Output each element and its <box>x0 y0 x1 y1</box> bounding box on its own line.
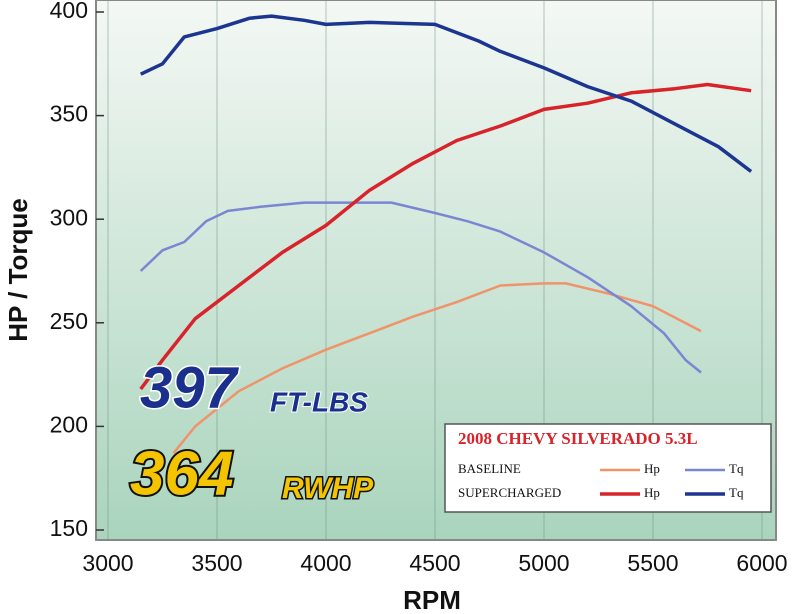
legend-box <box>444 423 772 513</box>
y-axis-title: HP / Torque <box>3 198 33 342</box>
y-tick-label: 250 <box>50 308 88 334</box>
series-line <box>139 201 702 374</box>
annotation-unit: FT-LBS <box>270 386 368 417</box>
lines <box>139 14 753 455</box>
x-tick-label: 5500 <box>627 550 678 576</box>
y-tick-label: 350 <box>50 101 88 127</box>
x-tick-label: 3000 <box>82 550 133 576</box>
y-tick-label: 200 <box>50 411 88 437</box>
x-tick-label: 4000 <box>300 550 351 576</box>
series-line <box>172 282 702 455</box>
legend-label: Tq <box>729 461 744 476</box>
y-tick-label: 150 <box>50 515 88 541</box>
legend-group-label: BASELINE <box>458 461 521 476</box>
x-tick-label: 6000 <box>736 550 787 576</box>
legend-label: Hp <box>644 485 660 500</box>
legend-title: 2008 CHEVY SILVERADO 5.3L <box>458 429 698 448</box>
series-line <box>139 82 752 391</box>
x-tick-label: 4500 <box>409 550 460 576</box>
annotation: 397 FT-LBS 364 RWHP <box>128 354 376 511</box>
legend-label: Tq <box>729 485 744 500</box>
legend-group-label: SUPERCHARGED <box>458 485 561 500</box>
series-line <box>139 14 753 173</box>
legend: 2008 CHEVY SILVERADO 5.3L BASELINE Hp Tq SU… <box>444 423 772 513</box>
annotation-number: 364 <box>130 439 233 508</box>
annotation-number: 397 <box>140 355 240 420</box>
x-axis-title: RPM <box>403 585 461 614</box>
x-tick-label: 3500 <box>191 550 242 576</box>
legend-label: Hp <box>644 461 660 476</box>
legend-items: BASELINE Hp Tq SUPERCHARGED Hp Tq <box>458 461 744 500</box>
y-tick-label: 400 <box>50 0 88 23</box>
y-tick-label: 300 <box>50 204 88 230</box>
x-tick-label: 5000 <box>518 550 569 576</box>
annotation-unit: RWHP <box>282 472 374 505</box>
